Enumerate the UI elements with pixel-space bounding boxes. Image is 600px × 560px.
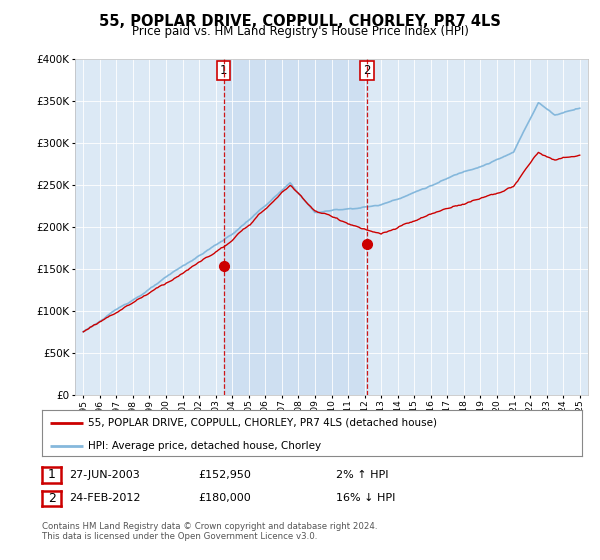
Text: 24-FEB-2012: 24-FEB-2012 (69, 493, 140, 503)
Text: 27-JUN-2003: 27-JUN-2003 (69, 470, 140, 480)
Bar (224, 59, 367, 395)
Text: Contains HM Land Registry data © Crown copyright and database right 2024.
This d: Contains HM Land Registry data © Crown c… (42, 522, 377, 542)
Text: HPI: Average price, detached house, Chorley: HPI: Average price, detached house, Chor… (88, 441, 321, 451)
Text: Price paid vs. HM Land Registry's House Price Index (HPI): Price paid vs. HM Land Registry's House … (131, 25, 469, 38)
Text: 1: 1 (220, 64, 227, 77)
Text: 1: 1 (47, 468, 56, 482)
Text: £152,950: £152,950 (198, 470, 251, 480)
Text: 16% ↓ HPI: 16% ↓ HPI (336, 493, 395, 503)
Text: £180,000: £180,000 (198, 493, 251, 503)
Text: 2: 2 (47, 492, 56, 505)
Text: 55, POPLAR DRIVE, COPPULL, CHORLEY, PR7 4LS: 55, POPLAR DRIVE, COPPULL, CHORLEY, PR7 … (99, 14, 501, 29)
Text: 2% ↑ HPI: 2% ↑ HPI (336, 470, 389, 480)
Text: 55, POPLAR DRIVE, COPPULL, CHORLEY, PR7 4LS (detached house): 55, POPLAR DRIVE, COPPULL, CHORLEY, PR7 … (88, 418, 437, 428)
Text: 2: 2 (363, 64, 371, 77)
